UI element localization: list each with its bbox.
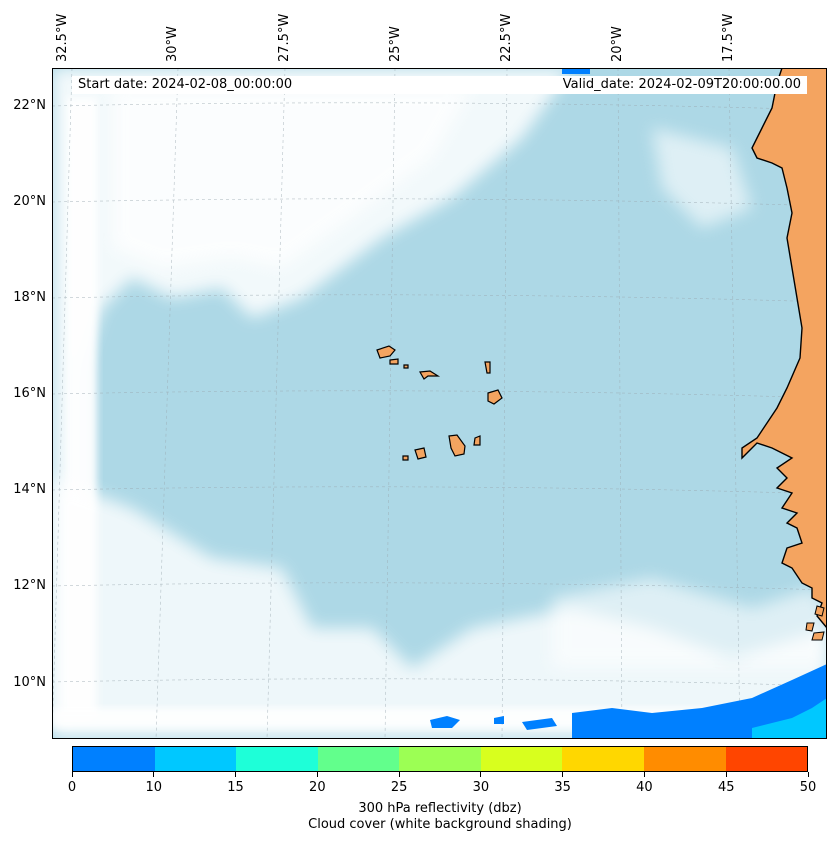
colorbar-label-reflectivity: 300 hPa reflectivity (dbz) (358, 801, 522, 816)
colorbar-segment (725, 747, 808, 771)
colorbar-segment (154, 747, 237, 771)
map-border (52, 68, 827, 739)
brava (402, 455, 409, 461)
reflectivity-area (522, 718, 557, 730)
colorbar-tick-label: 15 (227, 780, 244, 795)
map-canvas (52, 68, 827, 739)
cloud-cover (52, 68, 827, 739)
colorbar-tick (807, 772, 809, 777)
lon-label: 22.5°W (499, 13, 514, 62)
colorbar-segment (562, 747, 644, 771)
africa-landmass (741, 68, 827, 630)
valid-date-label: Valid_date: 2024-02-09T20:00:00.00 (562, 77, 801, 92)
lat-label: 22°N (13, 98, 46, 113)
santa-luzia (403, 364, 409, 369)
colorbar-segment (317, 747, 400, 771)
start-date-label: Start date: 2024-02-08_00:00:00 (78, 77, 293, 92)
cape-verde-islands (376, 345, 503, 461)
colorbar-tick-label: 45 (717, 780, 735, 795)
colorbar-tick-label: 40 (636, 780, 653, 795)
colorbar-tick-label: 35 (554, 780, 571, 795)
reflectivity-area (752, 698, 827, 739)
colorbar-tick (643, 772, 645, 777)
colorbar-label-cloud: Cloud cover (white background shading) (308, 817, 572, 832)
colorbar (72, 746, 808, 772)
colorbar-tick (71, 772, 73, 777)
colorbar-label: 300 hPa reflectivity (dbz) Cloud cover (… (72, 801, 808, 833)
graticule (52, 68, 827, 739)
sao-nicolau (419, 370, 441, 380)
lat-label: 20°N (13, 194, 46, 209)
colorbar-tick-label: 20 (309, 780, 326, 795)
colorbar-tick-label: 0 (67, 780, 77, 795)
colorbar-tick (235, 772, 237, 777)
colorbar-tick-label: 30 (472, 780, 490, 795)
colorbar-tick (480, 772, 482, 777)
lon-label: 32.5°W (55, 13, 70, 62)
map-frame (52, 68, 827, 739)
reflectivity-area (572, 664, 827, 739)
reflectivity-shading (430, 68, 827, 739)
colorbar-tick (153, 772, 155, 777)
reflectivity-area (562, 68, 590, 74)
date-info-box: Start date: 2024-02-08_00:00:00 Valid_da… (72, 76, 807, 94)
colorbar-segment (399, 747, 481, 771)
lon-label: 17.5°W (721, 13, 736, 62)
colorbar-tick-label: 10 (145, 780, 163, 795)
colorbar-tick (562, 772, 564, 777)
sao-vicente (389, 358, 399, 365)
sal (484, 361, 491, 374)
colorbar-tick-label: 25 (390, 780, 408, 795)
reflectivity-area (494, 716, 504, 724)
lat-label: 14°N (13, 482, 46, 497)
lat-label: 16°N (13, 386, 46, 401)
lat-label: 10°N (13, 675, 46, 690)
colorbar-segment (73, 747, 155, 771)
fogo (414, 447, 427, 460)
santiago (448, 434, 466, 457)
colorbar-tick (316, 772, 318, 777)
colorbar-tick (725, 772, 727, 777)
bissagos-islands (805, 605, 825, 641)
lon-label: 30°W (165, 26, 180, 62)
boa-vista (487, 389, 503, 405)
lon-label: 27.5°W (277, 13, 292, 62)
colorbar-segment (643, 747, 726, 771)
colorbar-tick (398, 772, 400, 777)
maio (473, 435, 481, 446)
lon-label: 20°W (610, 26, 625, 62)
colorbar-segment (236, 747, 318, 771)
colorbar-segment (480, 747, 563, 771)
santo-antao (376, 345, 396, 359)
lon-label: 25°W (388, 26, 403, 62)
reflectivity-area (430, 716, 460, 728)
lat-label: 18°N (13, 290, 46, 305)
colorbar-tick-label: 50 (799, 780, 817, 795)
lat-label: 12°N (13, 578, 46, 593)
